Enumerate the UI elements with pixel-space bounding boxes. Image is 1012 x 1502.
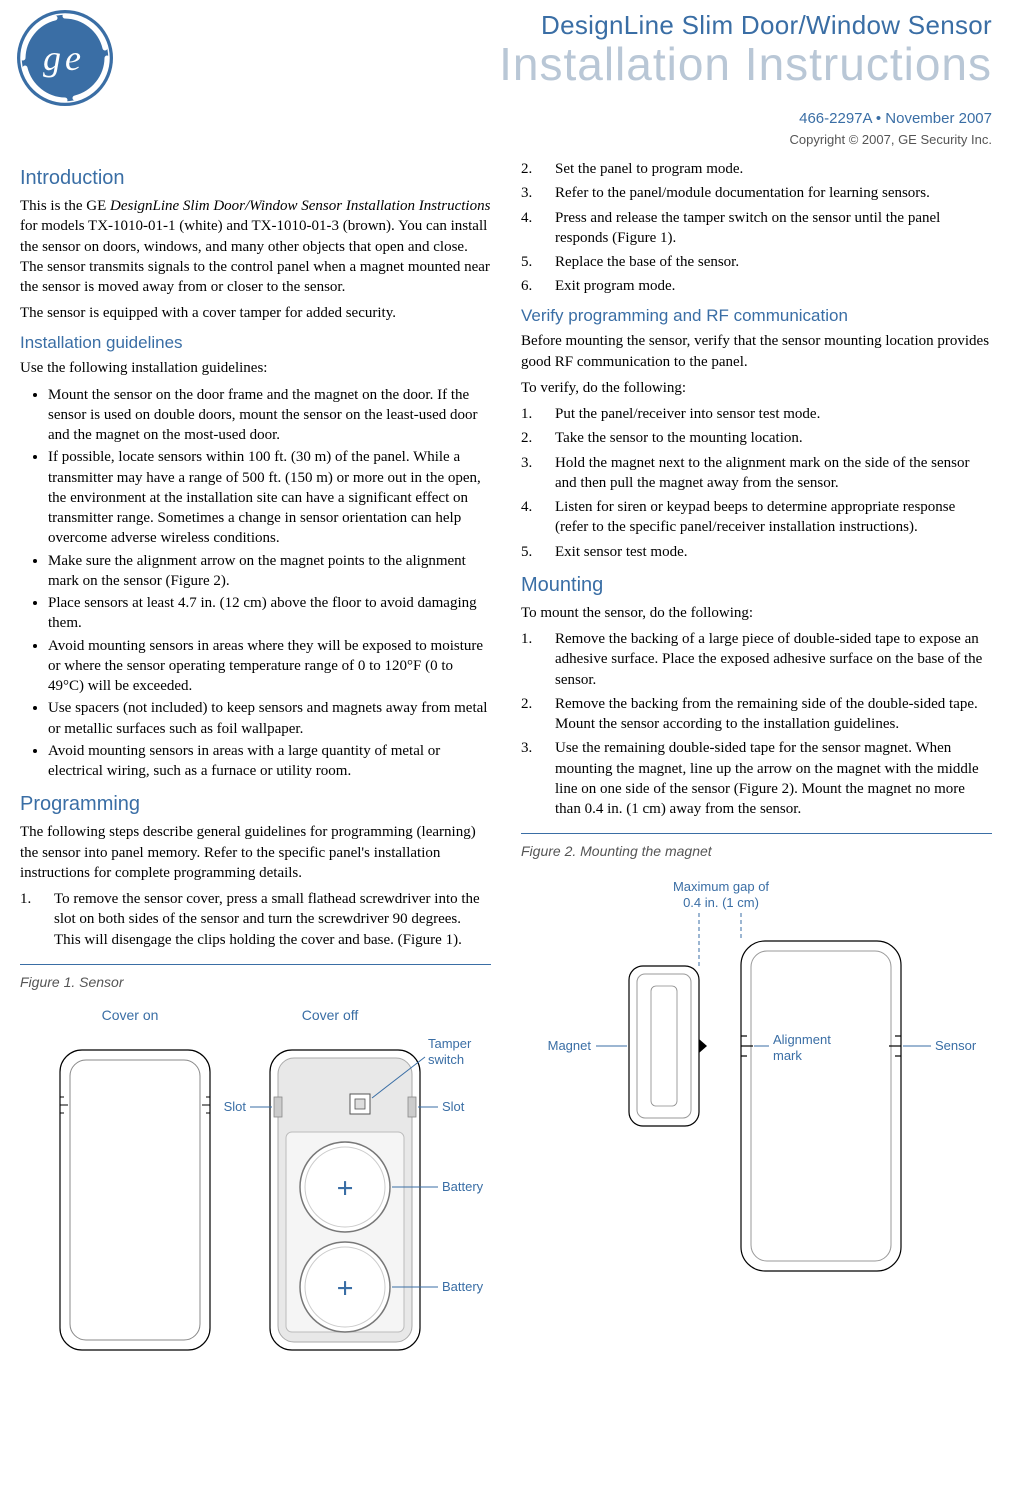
step-item: Use the remaining double-sided tape for … [521, 738, 992, 819]
programming-steps-right: Set the panel to program mode. Refer to … [521, 159, 992, 297]
guideline-item: Place sensors at least 4.7 in. (12 cm) a… [48, 593, 491, 634]
doc-number: 466-2297A • November 2007 [20, 109, 992, 129]
fig1-tamper-label-l2: switch [428, 1052, 464, 1067]
content-columns: Introduction This is the GE DesignLine S… [20, 155, 992, 1368]
copyright: Copyright © 2007, GE Security Inc. [20, 131, 992, 149]
fig2-maxgap-l1: Maximum gap of [673, 879, 769, 894]
guideline-item: If possible, locate sensors within 100 f… [48, 447, 491, 548]
guidelines-list: Mount the sensor on the door frame and t… [20, 385, 491, 782]
guideline-item: Mount the sensor on the door frame and t… [48, 385, 491, 446]
step-item: Listen for siren or keypad beeps to dete… [521, 497, 992, 538]
step-item: Press and release the tamper switch on t… [521, 208, 992, 249]
left-column: Introduction This is the GE DesignLine S… [20, 155, 491, 1368]
figure2-rule [521, 833, 992, 834]
guidelines-intro: Use the following installation guideline… [20, 358, 491, 378]
figure1-rule [20, 964, 491, 965]
fig2-maxgap-l2: 0.4 in. (1 cm) [683, 895, 759, 910]
step-item: Remove the backing of a large piece of d… [521, 629, 992, 690]
intro-p2: The sensor is equipped with a cover tamp… [20, 303, 491, 323]
programming-heading: Programming [20, 791, 491, 818]
intro-heading: Introduction [20, 165, 491, 192]
mounting-heading: Mounting [521, 572, 992, 599]
step-item: Set the panel to program mode. [521, 159, 992, 179]
verify-heading: Verify programming and RF communication [521, 305, 992, 328]
fig1-slot-left-label: Slot [224, 1099, 247, 1114]
guideline-item: Avoid mounting sensors in areas with a l… [48, 741, 491, 782]
verify-p2: To verify, do the following: [521, 378, 992, 398]
step-item: Hold the magnet next to the alignment ma… [521, 453, 992, 494]
step-item: Exit sensor test mode. [521, 542, 992, 562]
step-item: To remove the sensor cover, press a smal… [20, 889, 491, 950]
fig2-align-l1: Alignment [773, 1032, 831, 1047]
step-item: Take the sensor to the mounting location… [521, 428, 992, 448]
programming-intro: The following steps describe general gui… [20, 822, 491, 883]
step-item: Remove the backing from the remaining si… [521, 694, 992, 735]
fig1-cover-off-label: Cover off [302, 1007, 359, 1023]
fig2-align-l2: mark [773, 1048, 802, 1063]
figure2-svg: Maximum gap of 0.4 in. (1 cm) [521, 871, 991, 1291]
ge-logo: g e [15, 8, 115, 108]
programming-steps-left: To remove the sensor cover, press a smal… [20, 889, 491, 950]
fig1-battery2-label: Battery [442, 1279, 484, 1294]
verify-steps: Put the panel/receiver into sensor test … [521, 404, 992, 562]
page: g e DesignLine Slim Door/Window Sensor I… [0, 0, 1012, 1388]
figure2-caption: Figure 2. Mounting the magnet [521, 842, 992, 861]
step-item: Refer to the panel/module documentation … [521, 183, 992, 203]
fig1-battery1-label: Battery [442, 1179, 484, 1194]
guideline-item: Make sure the alignment arrow on the mag… [48, 551, 491, 592]
step-item: Put the panel/receiver into sensor test … [521, 404, 992, 424]
header: g e DesignLine Slim Door/Window Sensor I… [20, 0, 992, 135]
figure1-svg: Cover on Cover off [20, 1002, 490, 1362]
figure1-caption: Figure 1. Sensor [20, 973, 491, 992]
intro-p1: This is the GE DesignLine Slim Door/Wind… [20, 196, 491, 297]
right-column: Set the panel to program mode. Refer to … [521, 155, 992, 1368]
step-item: Exit program mode. [521, 276, 992, 296]
svg-text:e: e [65, 38, 81, 78]
fig2-magnet-label: Magnet [548, 1038, 592, 1053]
header-titles: DesignLine Slim Door/Window Sensor Insta… [20, 0, 992, 149]
fig2-sensor-label: Sensor [935, 1038, 977, 1053]
svg-text:+: + [336, 1172, 353, 1205]
fig1-cover-on-label: Cover on [102, 1007, 159, 1023]
fig1-slot-right-label: Slot [442, 1099, 465, 1114]
guidelines-heading: Installation guidelines [20, 332, 491, 355]
step-item: Replace the base of the sensor. [521, 252, 992, 272]
fig1-tamper-label-l1: Tamper [428, 1036, 472, 1051]
guideline-item: Use spacers (not included) to keep senso… [48, 698, 491, 739]
svg-text:+: + [336, 1272, 353, 1305]
doc-title: Installation Instructions [20, 41, 992, 87]
svg-text:g: g [43, 38, 61, 78]
mounting-intro: To mount the sensor, do the following: [521, 603, 992, 623]
mounting-steps: Remove the backing of a large piece of d… [521, 629, 992, 819]
verify-p1: Before mounting the sensor, verify that … [521, 331, 992, 372]
guideline-item: Avoid mounting sensors in areas where th… [48, 636, 491, 697]
